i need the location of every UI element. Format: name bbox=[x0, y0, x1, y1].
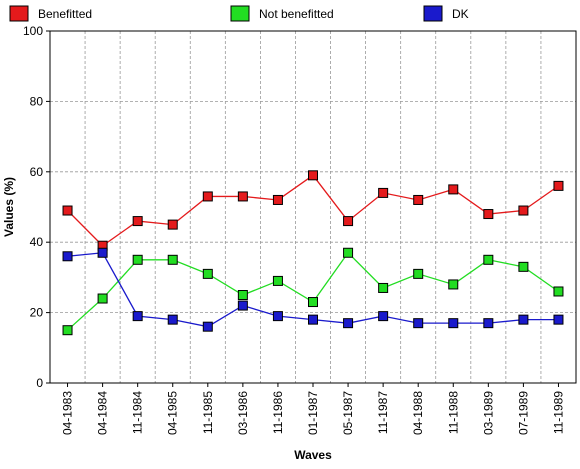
x-tick-label: 04-1983 bbox=[61, 391, 75, 435]
data-point bbox=[202, 268, 213, 279]
x-tick-label: 11-1984 bbox=[131, 391, 145, 434]
data-point bbox=[343, 247, 354, 258]
data-point bbox=[62, 251, 73, 262]
data-point bbox=[97, 293, 108, 304]
x-tick-label: 03-1989 bbox=[481, 391, 495, 435]
legend-label: Not benefitted bbox=[259, 7, 334, 21]
series-benefitted bbox=[62, 170, 564, 251]
legend-swatch bbox=[9, 5, 29, 22]
x-tick-label: 04-1984 bbox=[96, 391, 110, 435]
y-tick-label: 100 bbox=[23, 24, 43, 38]
y-tick-label: 60 bbox=[30, 165, 44, 179]
data-point bbox=[132, 311, 143, 322]
y-tick-label: 0 bbox=[36, 376, 43, 390]
legend: Benefitted Not benefitted DK bbox=[9, 5, 469, 22]
x-tick-label: 11-1988 bbox=[446, 391, 460, 434]
x-tick-label: 03-1986 bbox=[236, 391, 250, 435]
data-point bbox=[413, 318, 424, 329]
data-point bbox=[448, 184, 459, 195]
legend-label: DK bbox=[452, 7, 469, 21]
data-point bbox=[237, 290, 248, 300]
data-point bbox=[448, 279, 459, 290]
data-point bbox=[202, 191, 213, 202]
x-tick-label: 04-1988 bbox=[411, 391, 425, 435]
data-point bbox=[553, 286, 564, 297]
data-point bbox=[132, 216, 143, 227]
x-tick-label: 04-1985 bbox=[166, 391, 180, 435]
legend-label: Benefitted bbox=[38, 7, 92, 21]
data-point bbox=[553, 314, 564, 325]
data-point bbox=[518, 314, 529, 325]
data-point bbox=[518, 205, 529, 216]
data-point bbox=[202, 321, 213, 332]
x-tick-label: 11-1985 bbox=[201, 391, 215, 434]
x-tick-label: 11-1987 bbox=[376, 391, 390, 434]
data-point bbox=[97, 247, 108, 258]
data-point bbox=[62, 325, 73, 336]
series-dk bbox=[62, 247, 564, 332]
data-point bbox=[518, 261, 529, 272]
data-point bbox=[237, 300, 248, 311]
data-point bbox=[483, 254, 494, 265]
x-tick-label: 07-1989 bbox=[516, 391, 530, 435]
data-point bbox=[167, 219, 178, 230]
data-point bbox=[413, 268, 424, 279]
data-point bbox=[62, 205, 73, 216]
data-point bbox=[483, 209, 494, 220]
y-axis-label: Values (%) bbox=[2, 177, 16, 237]
x-tick-label: 11-1986 bbox=[271, 391, 285, 434]
data-point bbox=[308, 170, 318, 181]
data-point bbox=[132, 254, 143, 265]
data-point bbox=[378, 282, 389, 293]
y-tick-label: 40 bbox=[30, 235, 44, 249]
data-point bbox=[237, 191, 248, 202]
series-not-benefitted bbox=[62, 247, 564, 336]
data-point bbox=[483, 318, 494, 329]
grid bbox=[50, 30, 576, 384]
data-point bbox=[413, 194, 424, 205]
data-point bbox=[448, 318, 459, 329]
data-point bbox=[272, 311, 283, 322]
data-point bbox=[378, 311, 389, 322]
data-point bbox=[167, 314, 178, 325]
legend-swatch bbox=[230, 5, 250, 22]
y-tick-label: 20 bbox=[30, 306, 44, 320]
legend-swatch bbox=[423, 5, 443, 22]
data-point bbox=[553, 180, 564, 191]
data-point bbox=[343, 216, 354, 227]
x-axis-label: Waves bbox=[294, 448, 332, 462]
x-tick-label: 11-1989 bbox=[551, 391, 565, 434]
axes: 0 20 40 60 80 100 04-1983 04-1984 11-1984 04-1985… bbox=[23, 24, 577, 435]
data-point bbox=[308, 297, 318, 308]
data-point bbox=[167, 254, 178, 265]
plot-area bbox=[50, 31, 576, 383]
data-point bbox=[272, 275, 283, 286]
series-layer bbox=[62, 170, 564, 336]
data-point bbox=[308, 314, 318, 325]
data-point bbox=[272, 194, 283, 205]
data-point bbox=[343, 318, 354, 329]
data-point bbox=[378, 187, 389, 198]
y-tick-label: 80 bbox=[30, 94, 44, 108]
x-tick-label: 01-1987 bbox=[306, 391, 320, 435]
x-tick-label: 05-1987 bbox=[341, 391, 355, 435]
